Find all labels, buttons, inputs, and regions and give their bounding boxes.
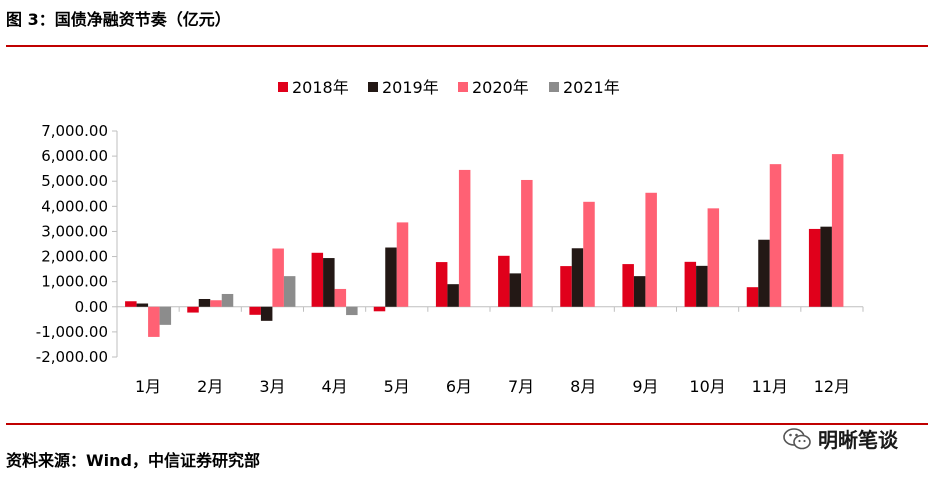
bar-2018年-2月 <box>187 306 199 313</box>
legend-label: 2019年 <box>382 78 439 97</box>
x-tick-label: 1月 <box>135 377 161 396</box>
wechat-icon <box>783 427 811 449</box>
bar-series <box>125 154 844 337</box>
bar-2019年-1月 <box>136 303 149 307</box>
bar-2019年-12月 <box>820 226 832 307</box>
bar-2018年-1月 <box>125 301 137 307</box>
bar-2018年-9月 <box>622 264 634 307</box>
legend-swatch <box>458 82 468 92</box>
bar-2019年-7月 <box>509 273 522 307</box>
bar-2019年-3月 <box>260 306 273 321</box>
y-tick-label: 0.00 <box>75 298 108 316</box>
bar-2018年-12月 <box>808 228 821 307</box>
x-tick-label: 12月 <box>814 377 850 396</box>
bar-2019年-5月 <box>385 247 397 307</box>
x-tick-label: 11月 <box>752 377 788 396</box>
x-tick-label: 3月 <box>259 377 285 396</box>
chart-title: 图 3：国债净融资节奏（亿元） <box>6 10 231 29</box>
bar-2021年-3月 <box>283 276 296 307</box>
x-tick-label: 7月 <box>508 377 534 396</box>
bar-2019年-9月 <box>633 276 646 307</box>
bar-2019年-4月 <box>323 258 335 307</box>
x-tick-label: 6月 <box>446 377 472 396</box>
bar-2020年-11月 <box>769 164 782 307</box>
y-tick-label: 3,000.00 <box>41 222 108 240</box>
watermark: 明晰笔谈 <box>782 424 898 453</box>
legend-swatch <box>278 82 288 92</box>
x-axis: 1月 2月 3月 4月 5月 6月 7月 8月 9月 10月 11月 12月 <box>116 306 864 396</box>
bar-2019年-11月 <box>758 239 770 307</box>
y-tick-label: -2,000.00 <box>36 348 108 366</box>
bar-2018年-5月 <box>373 306 386 312</box>
bar-2018年-7月 <box>498 255 510 307</box>
bar-2021年-4月 <box>346 306 358 316</box>
bar-2020年-10月 <box>707 208 720 307</box>
legend-label: 2020年 <box>472 78 529 97</box>
bar-2020年-2月 <box>210 300 222 307</box>
y-tick-label: 5,000.00 <box>41 172 108 190</box>
x-tick-label: 8月 <box>570 377 596 396</box>
watermark-text: 明晰笔谈 <box>818 428 898 452</box>
x-tick-label: 4月 <box>321 377 347 396</box>
bar-2018年-8月 <box>560 266 572 307</box>
bar-2020年-3月 <box>272 248 284 307</box>
bar-2018年-3月 <box>249 306 261 315</box>
top-divider <box>6 45 928 47</box>
bar-2020年-7月 <box>521 179 533 307</box>
legend-label: 2021年 <box>563 78 620 97</box>
bar-2019年-10月 <box>696 265 708 307</box>
bar-2020年-6月 <box>458 169 471 307</box>
bar-2019年-8月 <box>571 248 584 307</box>
bar-2020年-1月 <box>148 306 160 337</box>
bar-2019年-2月 <box>198 298 211 307</box>
legend-label: 2018年 <box>292 78 349 97</box>
y-tick-label: 2,000.00 <box>41 248 108 266</box>
chart-legend: 2018年 2019年 2020年 2021年 <box>278 78 620 97</box>
bar-2018年-6月 <box>435 262 448 307</box>
bar-2018年-11月 <box>746 287 759 307</box>
bar-2018年-4月 <box>311 252 324 307</box>
y-tick-label: 1,000.00 <box>41 273 108 291</box>
legend-swatch <box>549 82 559 92</box>
bar-2020年-4月 <box>334 288 347 307</box>
y-tick-label: 7,000.00 <box>41 122 108 140</box>
x-tick-label: 5月 <box>384 377 410 396</box>
x-tick-label: 2月 <box>197 377 223 396</box>
bar-chart: 2018年 2019年 2020年 2021年 7,000.00 6,000.00 5,0… <box>36 78 864 396</box>
bar-2020年-5月 <box>396 222 409 307</box>
bar-2020年-8月 <box>583 201 595 307</box>
y-axis: 7,000.00 6,000.00 5,000.00 4,000.00 3,000.00… <box>36 122 118 366</box>
bar-2021年-2月 <box>221 293 234 307</box>
bar-2020年-12月 <box>831 154 844 307</box>
bottom-divider <box>6 423 928 425</box>
source-note: 资料来源：Wind，中信证券研究部 <box>6 451 260 470</box>
y-tick-label: 6,000.00 <box>41 147 108 165</box>
y-tick-label: -1,000.00 <box>36 323 108 341</box>
x-tick-label: 10月 <box>689 377 725 396</box>
legend-swatch <box>368 82 378 92</box>
bar-2020年-9月 <box>645 192 657 307</box>
bar-2019年-6月 <box>447 284 459 307</box>
y-tick-label: 4,000.00 <box>41 197 108 215</box>
bar-2021年-1月 <box>159 306 172 325</box>
x-tick-label: 9月 <box>632 377 658 396</box>
bar-2018年-10月 <box>684 261 697 307</box>
